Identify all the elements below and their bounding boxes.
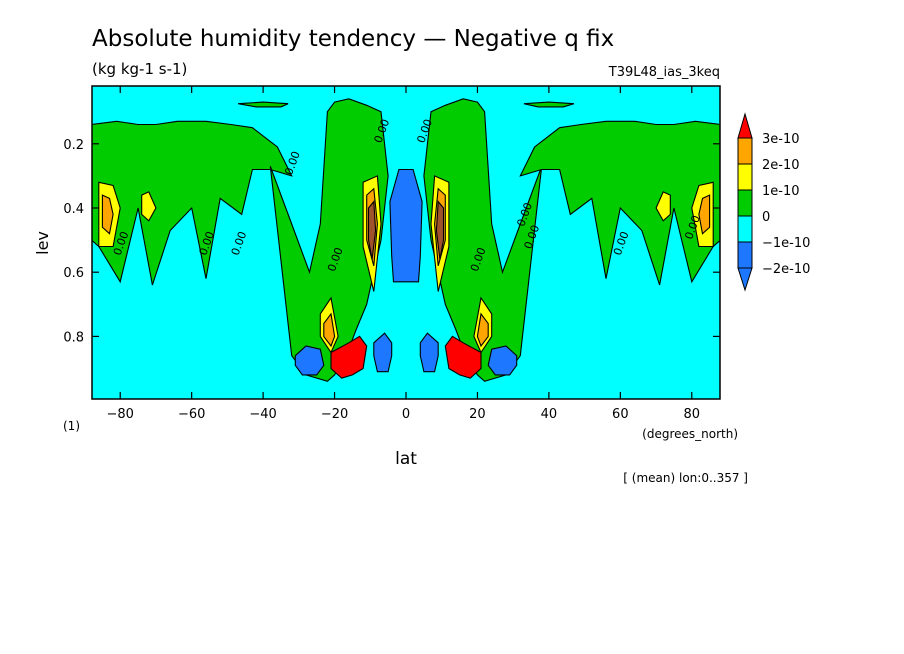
contour-region-22 (389, 168, 423, 283)
chart-title: Absolute humidity tendency — Negative q … (92, 26, 614, 52)
contour-region-28 (444, 335, 482, 379)
colorbar-label: 3e-10 (762, 132, 800, 147)
colorbar-box (737, 241, 753, 269)
colorbar-bottom-triangle (737, 267, 753, 292)
colorbar-top-triangle (737, 112, 753, 139)
colorbar-label: 1e-10 (762, 184, 800, 199)
colorbar-label: 2e-10 (762, 158, 800, 173)
x-tick-label: −20 (321, 407, 348, 422)
x-tick-label: 80 (684, 407, 701, 422)
contour-region-13 (655, 191, 671, 222)
contour-region-19 (698, 194, 711, 235)
colorbar-box (737, 163, 753, 191)
contour-region-0 (92, 120, 293, 286)
experiment-label: T39L48_ias_3keq (608, 65, 720, 80)
footnote: [ (mean) lon:0..357 ] (623, 471, 748, 485)
contour-region-18 (101, 194, 114, 235)
y-tick-label: 0.8 (63, 330, 84, 345)
colorbar-box (737, 189, 753, 217)
colorbar-label: −1e-10 (762, 236, 810, 251)
x-tick-label: 0 (402, 407, 410, 422)
y-axis-units: (1) (63, 419, 80, 433)
contour-region-4 (238, 101, 289, 108)
x-axis-label: lat (395, 449, 417, 469)
chart-units: (kg kg-1 s-1) (92, 60, 187, 78)
colorbar-box (737, 137, 753, 165)
x-tick-label: −80 (107, 407, 134, 422)
colorbar-box (737, 215, 753, 243)
contour-region-26 (419, 332, 439, 373)
contour-region-20 (367, 200, 377, 260)
contour-region-17 (476, 312, 489, 348)
contour-region-27 (330, 335, 368, 379)
x-tick-label: 20 (469, 407, 486, 422)
contour-region-3 (519, 120, 720, 286)
y-tick-label: 0.6 (63, 266, 84, 281)
colorbar-label: −2e-10 (762, 262, 810, 277)
contour-region-7 (141, 191, 157, 222)
x-tick-label: 40 (541, 407, 558, 422)
contour-region-24 (373, 332, 393, 373)
x-tick-label: −40 (249, 407, 276, 422)
contour-region-5 (523, 101, 575, 108)
x-tick-label: −60 (178, 407, 205, 422)
y-axis-label: lev (33, 231, 52, 255)
y-tick-label: 0.4 (63, 202, 84, 217)
contour-region-25 (487, 345, 518, 376)
contour-region-21 (435, 200, 445, 260)
contour-region-15 (323, 312, 336, 348)
x-axis-units: (degrees_north) (642, 427, 738, 441)
x-tick-label: 60 (612, 407, 629, 422)
y-tick-label: 0.2 (63, 138, 84, 153)
colorbar-label: 0 (762, 210, 770, 225)
contour-region-23 (294, 345, 325, 376)
